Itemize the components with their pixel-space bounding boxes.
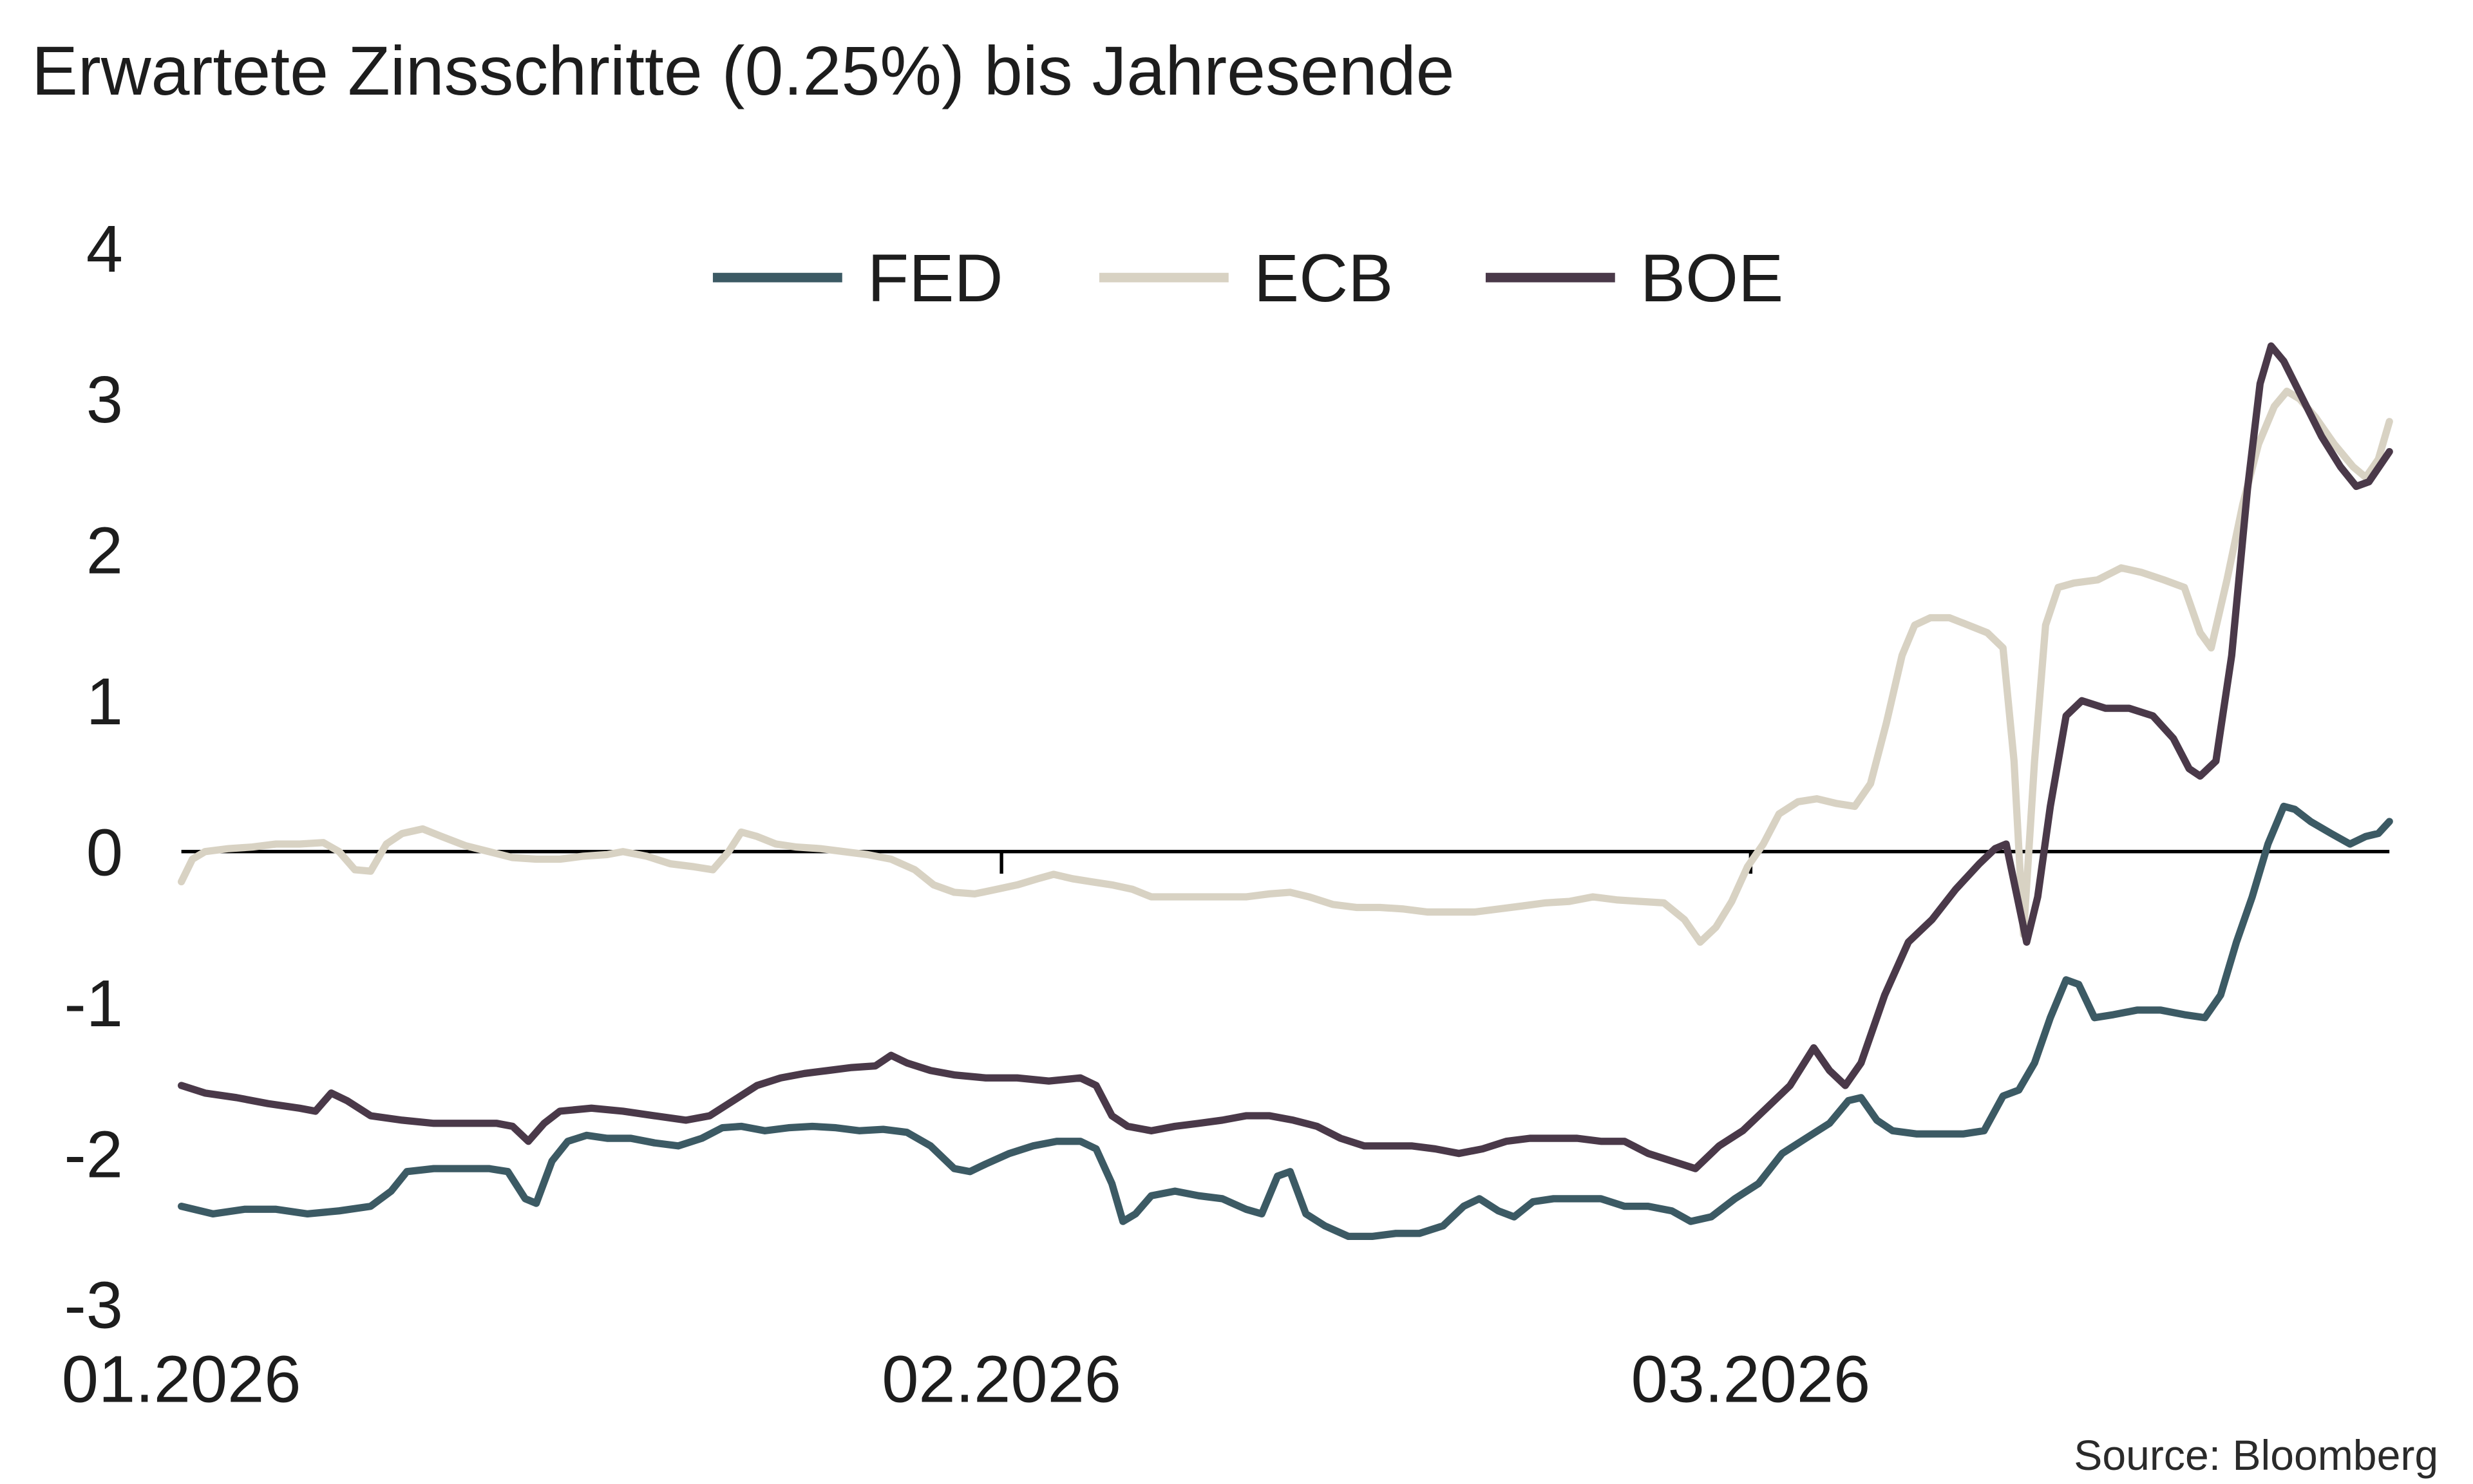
series-line-ecb xyxy=(178,388,2393,946)
y-tick-label-2: 2 xyxy=(86,514,123,588)
x-tick-label: 03.2026 xyxy=(1631,1342,1870,1416)
legend-label-fed: FED xyxy=(867,241,1003,316)
series-line-fed xyxy=(178,802,2393,1241)
chart-legend: FED ECB BOE xyxy=(712,241,1783,316)
y-tick-label-1: 1 xyxy=(86,664,123,738)
y-tick-label-0: 0 xyxy=(86,815,123,889)
source-caption: Source: Bloomberg xyxy=(2074,1432,2438,1479)
legend-label-boe: BOE xyxy=(1640,241,1783,316)
series-line-boe xyxy=(178,342,2393,1172)
x-tick-label: 02.2026 xyxy=(882,1342,1121,1416)
series-lines xyxy=(178,342,2393,1241)
y-tick-label-3: 3 xyxy=(86,362,123,437)
x-tick-label: 01.2026 xyxy=(62,1342,301,1416)
y-tick-label--1: -1 xyxy=(64,966,123,1040)
y-axis-labels: 4 3 2 1 0 -1 -2 -3 xyxy=(64,212,123,1342)
y-tick-label-4: 4 xyxy=(86,212,123,286)
legend-label-ecb: ECB xyxy=(1254,241,1393,316)
chart-title: Erwartete Zinsschritte (0.25%) bis Jahre… xyxy=(32,32,1455,109)
y-tick-label--2: -2 xyxy=(64,1117,123,1191)
x-axis-labels: 01.2026 02.2026 03.2026 xyxy=(62,851,1870,1416)
y-tick-label--3: -3 xyxy=(64,1268,123,1342)
